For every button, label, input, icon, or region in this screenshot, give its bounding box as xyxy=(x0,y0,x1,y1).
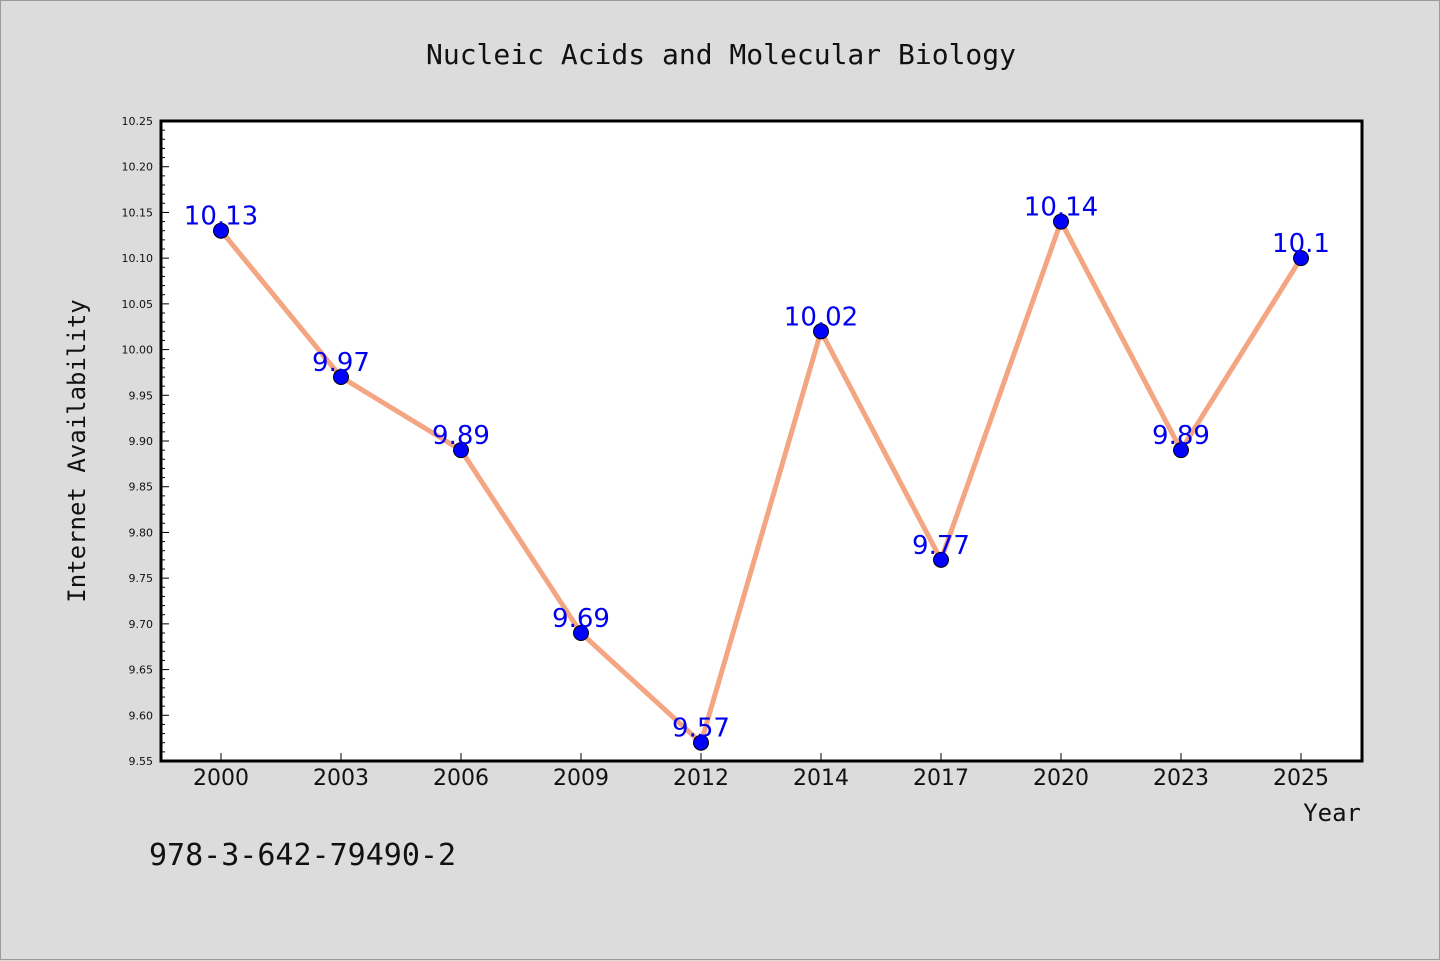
data-label: 9.57 xyxy=(672,714,730,744)
data-label: 9.77 xyxy=(912,531,970,561)
data-series xyxy=(213,213,1309,751)
data-label: 10.1 xyxy=(1272,229,1330,259)
y-tick-label: 9.75 xyxy=(129,572,154,585)
y-tick-label: 10.05 xyxy=(122,298,154,311)
data-label: 9.69 xyxy=(552,604,610,634)
series-line xyxy=(218,219,1304,746)
data-point xyxy=(933,551,949,568)
x-axis-ticks: 2000 2003 2006 2009 2012 2014 2017 2020 2023 2025 xyxy=(193,753,1329,791)
x-tick-label: 2014 xyxy=(793,766,849,791)
y-tick-label: 9.60 xyxy=(129,709,154,722)
data-point xyxy=(693,734,709,751)
data-labels: 10.13 9.97 9.89 9.69 9.57 10.02 9.77 10.14 9.89 1… xyxy=(184,193,1330,744)
y-axis-ticks: 9.55 9.60 9.65 9.70 9.75 9.80 9.85 9.90 9.95 10.0… xyxy=(122,115,169,768)
data-point xyxy=(1293,250,1309,267)
x-tick-label: 2009 xyxy=(553,766,609,791)
x-tick-label: 2012 xyxy=(673,766,729,791)
y-tick-label: 9.65 xyxy=(129,664,154,677)
y-tick-label: 10.20 xyxy=(122,161,154,174)
y-tick-label: 9.90 xyxy=(129,435,154,448)
chart-title: Nucleic Acids and Molecular Biology xyxy=(426,38,1016,71)
y-tick-label: 9.85 xyxy=(129,481,154,494)
x-tick-label: 2006 xyxy=(433,766,489,791)
data-label: 9.89 xyxy=(1152,421,1210,451)
data-point xyxy=(453,442,469,459)
data-point xyxy=(573,625,589,641)
data-label: 10.14 xyxy=(1024,193,1098,223)
data-label: 9.89 xyxy=(432,421,490,451)
isbn-annotation: 978-3-642-79490-2 xyxy=(149,838,456,873)
x-tick-label: 2000 xyxy=(193,766,249,791)
y-tick-label: 10.00 xyxy=(122,344,154,357)
data-point xyxy=(213,222,229,239)
x-tick-label: 2020 xyxy=(1033,766,1089,791)
x-axis-label: Year xyxy=(1303,799,1361,827)
x-tick-label: 2025 xyxy=(1273,766,1329,791)
x-tick-label: 2023 xyxy=(1153,766,1209,791)
y-tick-label: 10.25 xyxy=(122,115,154,128)
data-label: 9.97 xyxy=(312,348,370,378)
y-tick-label: 9.95 xyxy=(129,389,154,402)
y-tick-label: 9.55 xyxy=(129,755,154,768)
data-point xyxy=(333,369,349,385)
data-label: 10.02 xyxy=(784,302,858,332)
data-label: 10.13 xyxy=(184,202,258,232)
x-tick-label: 2003 xyxy=(313,766,369,791)
data-point xyxy=(1053,213,1069,230)
x-tick-label: 2017 xyxy=(913,766,969,791)
y-tick-label: 9.80 xyxy=(129,526,154,539)
y-tick-label: 9.70 xyxy=(129,618,154,631)
y-axis-label: Internet Availability xyxy=(63,299,91,602)
data-point xyxy=(813,323,829,340)
y-tick-label: 10.15 xyxy=(122,206,154,219)
y-tick-label: 10.10 xyxy=(122,252,154,265)
data-point xyxy=(1173,442,1189,459)
plot-area xyxy=(159,119,1364,763)
